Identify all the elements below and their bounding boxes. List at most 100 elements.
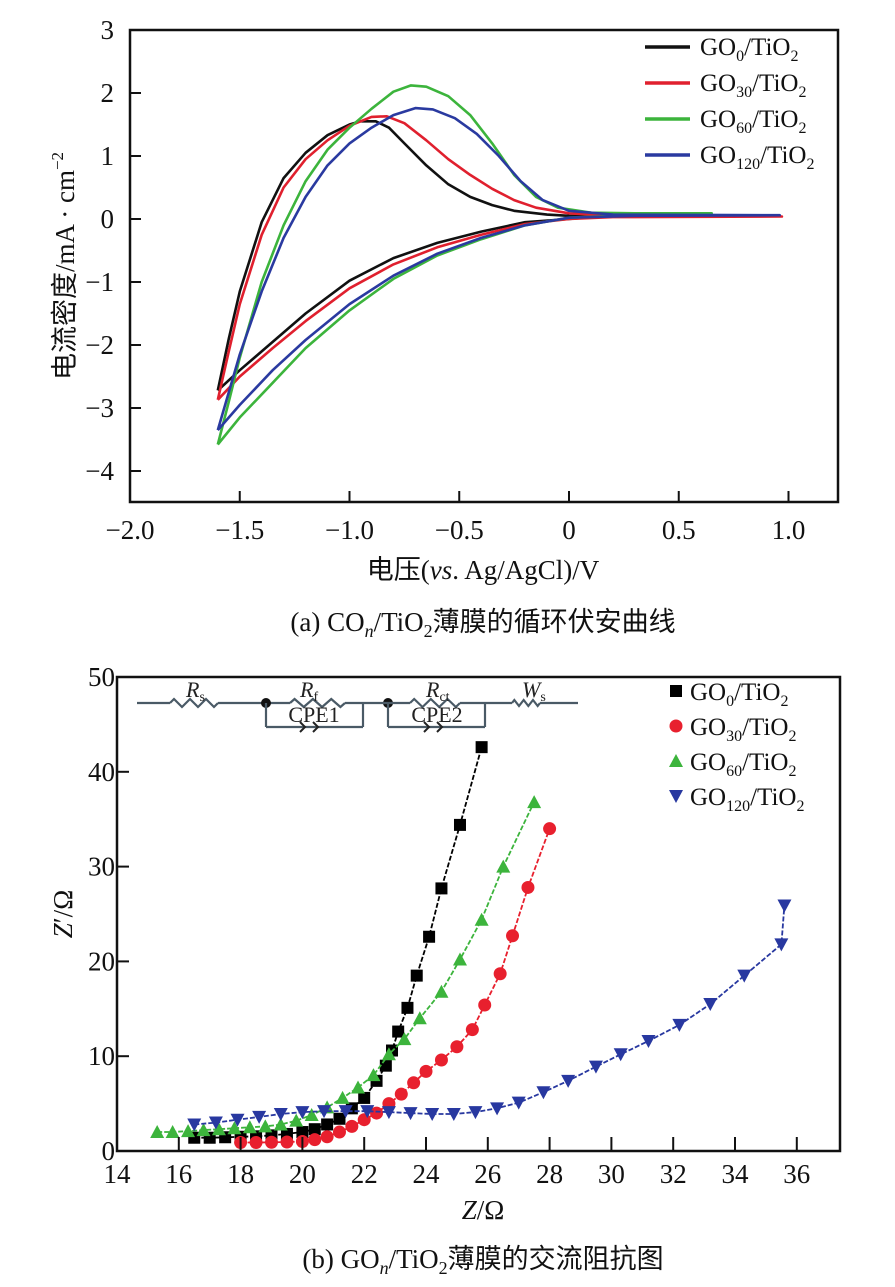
eis-x-tick-label: 18 <box>227 1159 254 1189</box>
eis-data-point <box>332 1125 346 1139</box>
eis-data-point <box>230 1113 245 1127</box>
cv-legend-label: GO0/TiO2 <box>700 34 798 65</box>
eis-y-axis: 0 10 20 30 40 50 <box>88 662 129 1166</box>
eis-x-tick-label: 22 <box>351 1159 378 1189</box>
eis-data-point <box>273 1117 288 1131</box>
eis-data-point <box>249 1135 263 1149</box>
equivalent-circuit-inset: Rs Rf Rct Ws CPE1 CPE2 <box>137 677 578 733</box>
eis-data-point <box>588 1060 603 1074</box>
eis-y-axis-title: Z′/Ω <box>48 890 78 939</box>
eis-x-tick-label: 26 <box>474 1159 501 1189</box>
eis-y-tick-label: 0 <box>102 1136 116 1166</box>
eis-data-point <box>320 1130 334 1144</box>
eis-data-point <box>321 1118 334 1131</box>
eis-data-point <box>227 1121 242 1135</box>
eis-data-point <box>419 1064 433 1078</box>
eis-y-tick-label: 20 <box>88 946 115 976</box>
cv-y-tick-label: −1 <box>85 267 114 297</box>
cv-curve-120 <box>216 106 781 431</box>
eis-data-point <box>434 1053 448 1067</box>
eis-legend-marker <box>669 754 683 767</box>
cv-y-tick-label: 1 <box>101 141 115 171</box>
eis-legend-marker <box>669 790 683 803</box>
eis-data-point <box>304 1107 319 1121</box>
eis-data-point <box>672 1018 687 1032</box>
circuit-label-cpe2: CPE2 <box>411 702 462 727</box>
eis-x-tick-label: 30 <box>598 1159 625 1189</box>
eis-data-point <box>407 1076 421 1090</box>
cv-x-tick-label: −0.5 <box>435 515 484 545</box>
eis-x-tick-label: 24 <box>413 1159 441 1189</box>
cv-legend-label: GO60/TiO2 <box>700 106 806 137</box>
eis-data-point <box>397 1032 412 1046</box>
eis-x-axis: 14 16 18 20 22 24 26 28 30 32 34 36 <box>104 1137 810 1189</box>
cv-x-tick-label: −2.0 <box>106 515 155 545</box>
eis-data-point <box>434 984 449 998</box>
cv-y-tick-label: 3 <box>101 15 115 45</box>
cv-x-tick-label: 1.0 <box>772 515 806 545</box>
eis-x-tick-label: 28 <box>536 1159 563 1189</box>
eis-series-line <box>194 905 786 1126</box>
eis-data-point <box>511 1096 526 1110</box>
eis-data-point <box>187 1118 202 1132</box>
eis-data-point <box>468 1106 483 1120</box>
eis-series-line <box>194 746 483 1139</box>
eis-data-point <box>196 1123 211 1137</box>
cv-curve-60 <box>216 84 713 446</box>
eis-legend-marker <box>670 685 682 697</box>
eis-data-point <box>412 1011 427 1025</box>
eis-data-point <box>394 1087 408 1101</box>
eis-legend-label: GO120/TiO2 <box>690 784 804 815</box>
eis-data-point <box>289 1113 304 1127</box>
cv-x-tick-label: −1.5 <box>215 515 264 545</box>
eis-data-point <box>252 1110 267 1124</box>
eis-data-point <box>366 1068 381 1082</box>
eis-data-point <box>381 1106 396 1120</box>
eis-plot-frame <box>115 675 842 1153</box>
cv-y-axis: 3 2 1 0 −1 −2 −3 −4 <box>85 15 141 486</box>
cv-y-tick-label: −3 <box>85 393 114 423</box>
eis-data-point <box>335 1090 350 1104</box>
eis-y-tick-label: 50 <box>88 662 115 692</box>
eis-series-120 <box>187 899 792 1132</box>
eis-data-point <box>351 1080 366 1094</box>
circuit-label-rf: Rf <box>299 677 318 705</box>
cv-plot-frame <box>128 28 840 504</box>
cv-x-axis: −2.0 −1.5 −1.0 −0.5 0 0.5 1.0 <box>106 491 806 545</box>
eis-data-point <box>360 1105 375 1119</box>
eis-data-point <box>410 969 423 982</box>
eis-x-tick-label: 20 <box>289 1159 316 1189</box>
cv-legend-label: GO30/TiO2 <box>700 70 806 101</box>
cv-x-tick-label: 0.5 <box>662 515 696 545</box>
eis-data-point <box>425 1108 440 1122</box>
eis-plot-area <box>150 741 792 1149</box>
cv-y-axis-title: 电流密度/mA · cm−2 <box>48 152 80 380</box>
eis-data-point <box>333 1112 346 1125</box>
eis-data-point <box>521 880 535 894</box>
eis-data-point <box>543 822 557 836</box>
cv-y-tick-label: 0 <box>101 204 115 234</box>
cv-plot-area <box>216 84 784 446</box>
eis-data-point <box>296 1126 309 1139</box>
eis-series-line <box>157 801 535 1133</box>
eis-caption: (b) GOn/TiO2薄膜的交流阻抗图 <box>302 1244 663 1278</box>
circuit-label-rct: Rct <box>425 677 450 705</box>
eis-data-point <box>181 1124 196 1138</box>
cv-x-tick-label: −1.0 <box>325 515 374 545</box>
eis-data-point <box>450 1040 464 1054</box>
cv-y-tick-label: 2 <box>101 78 115 108</box>
eis-data-point <box>381 1047 396 1061</box>
cv-curve-0 <box>216 120 604 392</box>
eis-data-point <box>527 795 542 809</box>
eis-x-tick-label: 32 <box>660 1159 687 1189</box>
eis-data-point <box>242 1120 257 1134</box>
eis-data-point <box>211 1122 226 1136</box>
eis-data-point <box>401 1001 414 1014</box>
cv-x-axis-title: 电压(vs. Ag/AgCl)/V <box>367 555 600 585</box>
eis-x-tick-label: 16 <box>165 1159 192 1189</box>
cv-y-tick-label: −2 <box>85 330 114 360</box>
eis-data-point <box>273 1108 288 1122</box>
cv-curve-30 <box>216 115 784 401</box>
eis-data-point <box>496 859 511 873</box>
